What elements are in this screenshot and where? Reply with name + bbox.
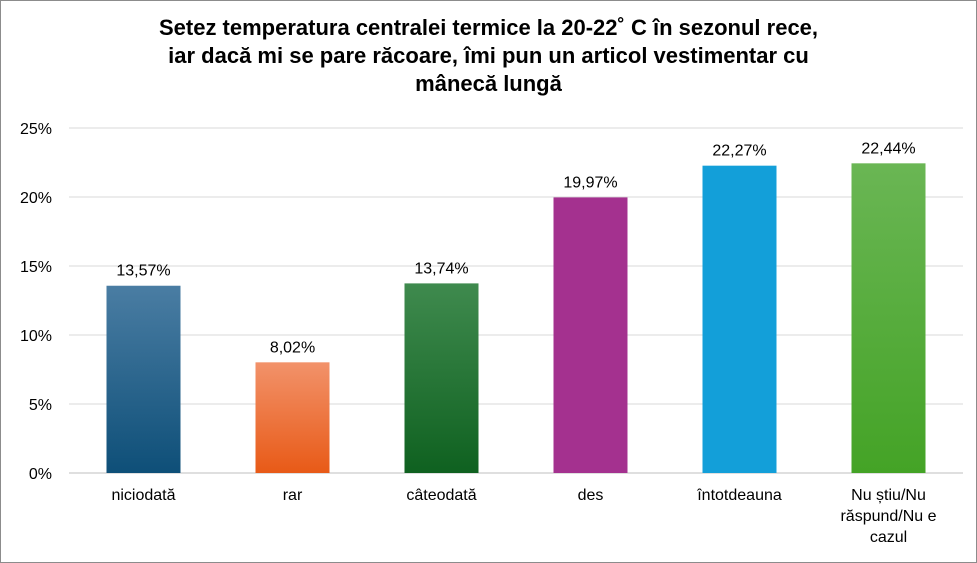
category-label: rar <box>283 487 303 504</box>
y-tick-label: 0% <box>29 466 52 483</box>
y-tick-label: 15% <box>20 259 52 276</box>
y-tick-label: 20% <box>20 190 52 207</box>
data-label: 22,27% <box>712 143 766 160</box>
category-label: întotdeauna <box>696 487 782 504</box>
category-labels: niciodată rar câteodată des întotdeauna Nu șt… <box>111 487 936 546</box>
chart-title-line-3: mânecă lungă <box>415 71 562 96</box>
gridlines <box>69 127 963 474</box>
chart-title-line-1: Setez temperatura centralei termice la 2… <box>158 15 819 40</box>
chart-title-line-2: iar dacă mi se pare răcoare, îmi pun un … <box>168 43 809 68</box>
y-axis-ticks: 0% 5% 10% 15% 20% 25% <box>20 121 52 483</box>
bar <box>851 163 926 473</box>
category-label: câteodată <box>406 487 476 504</box>
bar <box>553 197 628 473</box>
y-tick-label: 5% <box>29 397 52 414</box>
data-label: 8,02% <box>270 339 315 356</box>
chart-title: Setez temperatura centralei termice la 2… <box>0 14 977 98</box>
bar <box>106 285 181 473</box>
data-label: 13,74% <box>414 260 468 277</box>
category-label: Nu știu/Nu <box>851 487 926 504</box>
category-label: răspund/Nu e <box>840 508 936 525</box>
data-label: 22,44% <box>861 140 915 157</box>
y-tick-label: 10% <box>20 328 52 345</box>
category-label: niciodată <box>111 487 175 504</box>
y-tick-label: 25% <box>20 121 52 138</box>
data-label: 13,57% <box>116 263 170 280</box>
bars <box>106 163 926 473</box>
category-label: cazul <box>870 529 907 546</box>
bar <box>702 165 777 473</box>
bar <box>404 283 479 473</box>
bar <box>255 362 330 473</box>
data-labels: 13,57% 8,02% 13,74% 19,97% 22,27% 22,44% <box>116 140 915 356</box>
data-label: 19,97% <box>563 174 617 191</box>
category-label: des <box>578 487 604 504</box>
